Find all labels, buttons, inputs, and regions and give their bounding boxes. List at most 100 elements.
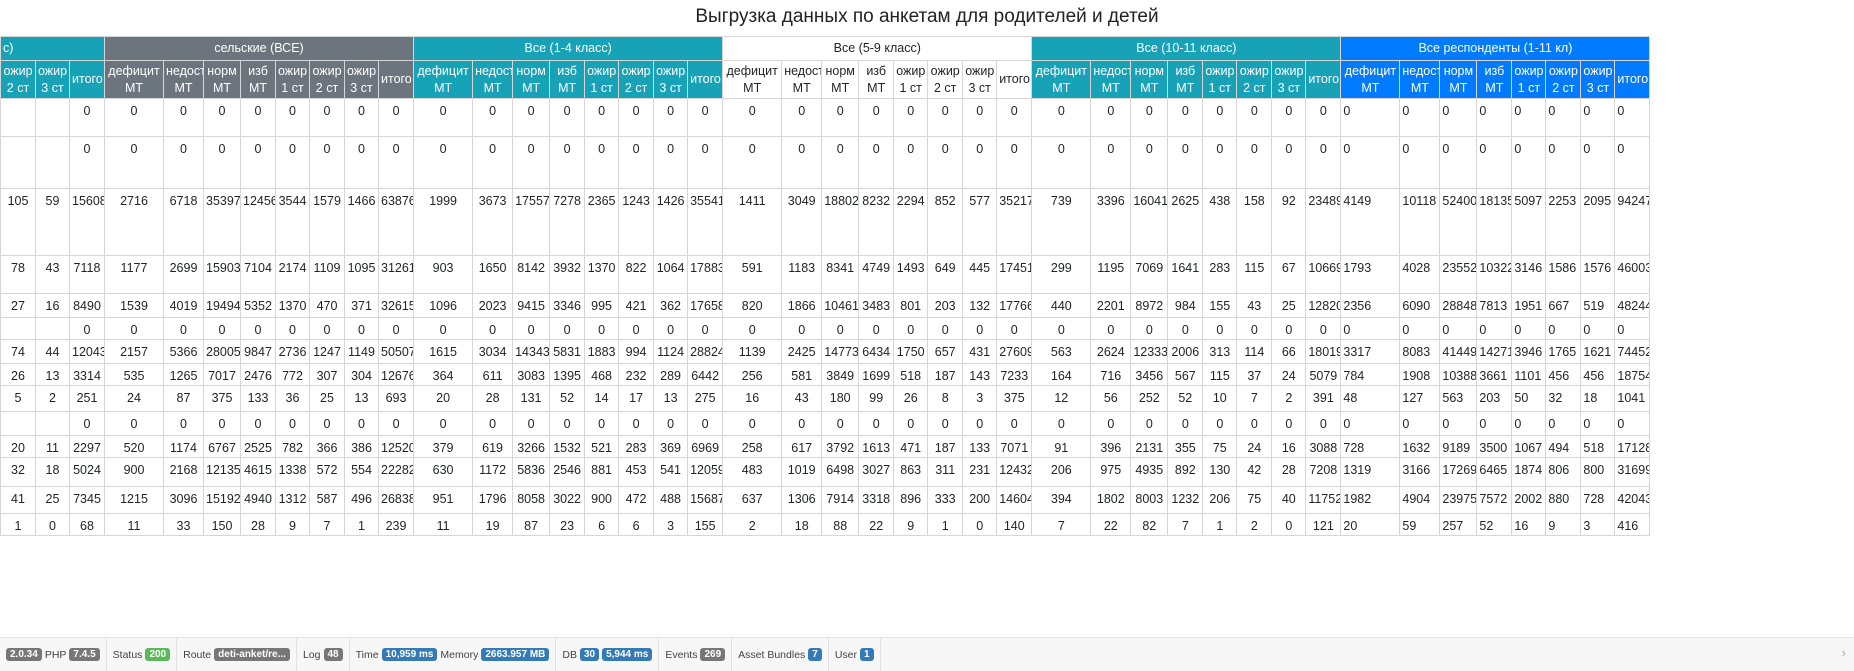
debug-route-block[interactable]: Route deti-anket/re... (177, 638, 297, 671)
php-version-badge: 7.4.5 (69, 648, 100, 661)
php-label: PHP (44, 648, 67, 661)
debug-events-block[interactable]: Events 269 (659, 638, 733, 671)
time-badge: 10,959 ms (381, 648, 438, 661)
table-cell: 801 (893, 293, 929, 318)
table-cell: 32 (0, 457, 36, 487)
debug-bundles-block[interactable]: Asset Bundles 7 (732, 638, 829, 671)
table-cell: 483 (722, 457, 783, 487)
column-header: дефицит МТ (1340, 60, 1401, 99)
debug-user-block[interactable]: User 1 (829, 638, 881, 671)
table-cell: 0 (472, 136, 514, 189)
table-cell: 33 (163, 513, 204, 536)
column-header: норм МТ (1439, 60, 1478, 99)
table-cell: 2294 (893, 188, 929, 256)
table-cell: 0 (309, 136, 345, 189)
column-header: недост МТ (472, 60, 514, 99)
column-header: ожир 3 ст (962, 60, 998, 99)
table-cell: 0 (240, 411, 276, 436)
db-label: DB (562, 648, 577, 661)
table-cell: 1067 (1511, 435, 1547, 458)
table-cell: 366 (309, 435, 345, 458)
table-cell: 0 (275, 411, 310, 436)
table-cell: 0 (1271, 513, 1307, 536)
table-cell: 3792 (821, 435, 860, 458)
table-cell: 75 (1236, 486, 1273, 514)
table-cell: 17 (618, 385, 655, 412)
table-cell: 11 (413, 513, 474, 536)
table-cell: 40 (1271, 486, 1307, 514)
table-cell: 10461 (821, 293, 860, 318)
table-cell: 155 (1202, 293, 1238, 318)
table-cell: 0 (1090, 98, 1132, 137)
table-cell: 2 (35, 385, 70, 412)
table-cell (0, 411, 36, 436)
chevron-right-icon[interactable]: › (1841, 645, 1846, 660)
table-cell: 0 (1340, 136, 1401, 189)
column-header: изб МТ (1167, 60, 1204, 99)
table-cell: 56 (1090, 385, 1132, 412)
table-cell: 519 (1580, 293, 1616, 318)
table-cell: 445 (962, 255, 998, 294)
table-cell: 23552 (1439, 255, 1478, 294)
debug-db-block[interactable]: DB 30 5,944 ms (556, 638, 660, 671)
table-cell: 0 (549, 411, 586, 436)
table-cell: 12520 (377, 435, 415, 458)
table-cell: 494 (1545, 435, 1582, 458)
debug-log-block[interactable]: Log 48 (297, 638, 350, 671)
table-cell: 2 (722, 513, 783, 536)
table-cell: 2002 (1511, 486, 1547, 514)
table-cell: 0 (1476, 98, 1513, 137)
table-cell: 421 (618, 293, 655, 318)
column-header: дефицит МТ (722, 60, 783, 99)
table-cell: 0 (1271, 411, 1307, 436)
table-cell: 0 (309, 98, 345, 137)
table-cell: 15608 (69, 188, 105, 256)
table-cell: 1750 (893, 339, 929, 364)
table-cell: 2 (1236, 513, 1273, 536)
table-cell: 7071 (996, 435, 1033, 458)
column-header: ожир 1 ст (584, 60, 620, 99)
table-cell: 5097 (1511, 188, 1547, 256)
column-header: дефицит МТ (413, 60, 474, 99)
table-cell: 1095 (344, 255, 379, 294)
table-cell: 0 (821, 411, 860, 436)
debug-time-block[interactable]: Time 10,959 ms Memory 2663.957 MB (350, 638, 557, 671)
table-cell: 10669 (1305, 255, 1342, 294)
table-cell: 0 (1340, 98, 1401, 137)
table-cell: 41 (0, 486, 36, 514)
report-table-container[interactable]: с) сельские (ВСЕ) Все (1-4 класс) Все (5-9 … (0, 36, 1854, 536)
table-cell: 8341 (821, 255, 860, 294)
group-header: Все (1-4 класс) (413, 36, 724, 61)
table-cell: 820 (722, 293, 783, 318)
debug-version-block[interactable]: 2.0.34 PHP 7.4.5 (0, 638, 107, 671)
table-cell: 0 (472, 317, 514, 340)
table-cell: 17269 (1439, 457, 1478, 487)
table-cell: 133 (962, 435, 998, 458)
table-cell: 2 (1271, 385, 1307, 412)
table-cell: 3088 (1305, 435, 1342, 458)
status-label: Status (112, 648, 143, 661)
report-table: с) сельские (ВСЕ) Все (1-4 класс) Все (5-9 … (0, 36, 1651, 536)
table-cell: 0 (69, 411, 105, 436)
table-cell: 13 (344, 385, 379, 412)
table-cell: 66 (1271, 339, 1307, 364)
table-cell: 232 (618, 363, 655, 386)
table-cell: 3318 (858, 486, 895, 514)
table-cell: 0 (584, 317, 620, 340)
table-cell: 18019 (1305, 339, 1342, 364)
table-cell: 6434 (858, 339, 895, 364)
table-cell: 1195 (1090, 255, 1132, 294)
table-cell: 471 (893, 435, 929, 458)
table-cell: 1096 (413, 293, 474, 318)
debug-status-block[interactable]: Status 200 (107, 638, 178, 671)
table-cell (35, 317, 70, 340)
table-cell: 35541 (687, 188, 724, 256)
table-cell: 14604 (996, 486, 1033, 514)
table-cell: 391 (1305, 385, 1342, 412)
table-cell: 1621 (1580, 339, 1616, 364)
table-cell: 0 (893, 98, 929, 137)
table-cell: 31261 (377, 255, 415, 294)
table-cell: 2425 (781, 339, 823, 364)
table-cell: 518 (1580, 435, 1616, 458)
table-cell: 10118 (1399, 188, 1441, 256)
